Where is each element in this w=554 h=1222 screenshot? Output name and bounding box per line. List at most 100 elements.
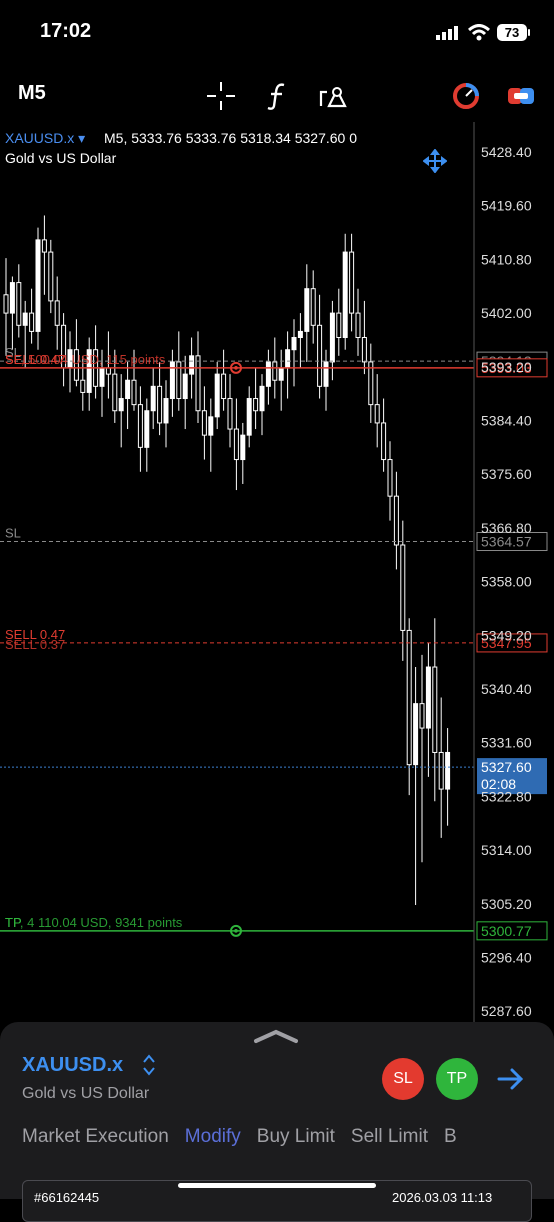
- axis-tag-sell-open: [476, 633, 548, 653]
- tab-modify[interactable]: Modify: [184, 1126, 241, 1147]
- candle-body: [41, 239, 47, 253]
- crosshair-icon[interactable]: [205, 80, 237, 112]
- battery-tip: [528, 29, 530, 36]
- price-axis-label: 5305.20: [481, 896, 532, 912]
- candle-body: [35, 239, 41, 332]
- candle-body: [272, 361, 278, 381]
- candle-body: [201, 410, 207, 436]
- price-axis-label: 5287.60: [481, 1003, 532, 1019]
- candle-body: [195, 355, 201, 412]
- price-axis-label: 5349.20: [481, 627, 532, 643]
- candle-body: [137, 404, 143, 448]
- candle-body: [438, 751, 444, 790]
- move-icon[interactable]: [423, 149, 447, 173]
- price-axis-label: 5393.20: [481, 359, 532, 375]
- objects-icon[interactable]: [317, 80, 349, 112]
- candle-body: [291, 337, 297, 351]
- chart-symbol[interactable]: XAUUSD.x ▾: [5, 130, 85, 147]
- ticket-time: 2026.03.03 11:13: [392, 1190, 493, 1205]
- price-axis-label: 5375.60: [481, 466, 532, 482]
- level-overlay-sell-sl: SL, 500.04 USD, 115 points: [5, 352, 166, 367]
- candle-body: [125, 379, 131, 400]
- level-overlay-tp: TP, 4 110.04 USD, 9341 points: [5, 915, 183, 930]
- candle-body: [381, 422, 387, 461]
- candle-body: [73, 349, 79, 381]
- tab-buy-limit[interactable]: Buy Limit: [256, 1126, 335, 1147]
- candle-body: [349, 251, 355, 314]
- candle-body: [214, 373, 220, 418]
- candles-group: [3, 215, 451, 906]
- timeframe-button[interactable]: M5: [18, 82, 46, 104]
- candle-body: [240, 434, 246, 461]
- candle-body: [169, 361, 175, 400]
- price-axis-label: 5331.60: [481, 735, 532, 751]
- candle-body: [400, 544, 406, 631]
- axis-tag-text-sell-open: 5347.95: [481, 635, 532, 651]
- bar-countdown-text: 02:08: [481, 776, 516, 792]
- candle-body: [227, 398, 233, 430]
- tab-buy-stop[interactable]: B: [443, 1126, 457, 1147]
- candle-body: [105, 367, 111, 375]
- candle-body: [329, 312, 335, 363]
- candle-body: [189, 355, 195, 375]
- candle-body: [48, 251, 54, 302]
- candle-body: [355, 312, 361, 339]
- sheet-symbol[interactable]: XAUUSD.x: [22, 1054, 123, 1077]
- candle-body: [432, 666, 438, 753]
- candle-body: [22, 312, 28, 326]
- tp-button[interactable]: TP: [436, 1058, 478, 1100]
- candle-body: [233, 428, 239, 461]
- candle-body: [368, 361, 374, 406]
- sl-button[interactable]: SL: [382, 1058, 424, 1100]
- level-label-sl-mid: SL: [5, 526, 21, 541]
- candle-body: [278, 367, 284, 381]
- axis-tag-text-tp: 5300.77: [481, 923, 532, 939]
- one-click-trading-icon[interactable]: [505, 80, 537, 112]
- candle-body: [144, 410, 150, 448]
- candle-body: [221, 373, 227, 400]
- candle-body: [131, 379, 137, 406]
- candle-body: [182, 373, 188, 400]
- candle-body: [387, 459, 393, 497]
- candle-body: [99, 367, 105, 387]
- candle-body: [259, 385, 265, 412]
- level-label-sell-open: SELL 0.47: [5, 627, 65, 642]
- candle-body: [3, 294, 9, 314]
- price-axis-label: 5366.80: [481, 520, 532, 536]
- price-axis-label: 5419.60: [481, 198, 532, 214]
- chevron-down-icon: ▾: [78, 130, 86, 146]
- status-time: 17:02: [40, 20, 92, 42]
- signal-icon: [436, 26, 458, 40]
- tab-market-execution[interactable]: Market Execution: [22, 1126, 169, 1147]
- candle-body: [253, 398, 259, 412]
- candle-body: [246, 398, 252, 436]
- level-handle-sell-sl: [230, 361, 242, 374]
- chart-description: Gold vs US Dollar: [5, 150, 117, 166]
- price-axis-label: 5322.80: [481, 788, 532, 804]
- axis-tag-text-sl-mid: 5364.57: [481, 534, 532, 550]
- candle-body: [317, 324, 323, 387]
- candle-body: [80, 379, 86, 393]
- order-sheet: [0, 1022, 554, 1199]
- arrow-right-icon[interactable]: [496, 1064, 526, 1094]
- price-axis-label: 5340.40: [481, 681, 532, 697]
- candle-body: [361, 337, 367, 363]
- candle-body: [118, 398, 124, 412]
- chart-symbol-text: XAUUSD.x: [5, 130, 75, 146]
- candle-body: [163, 398, 169, 424]
- candle-body: [310, 288, 316, 326]
- chevron-updown-icon[interactable]: [141, 1053, 157, 1077]
- function-icon[interactable]: [262, 80, 294, 112]
- candle-body: [16, 282, 22, 326]
- price-axis-label: 5314.00: [481, 842, 532, 858]
- sheet-handle-chevron-up-icon[interactable]: [252, 1028, 300, 1044]
- candle-body: [54, 300, 60, 326]
- candle-body: [342, 251, 348, 339]
- candle-body: [265, 361, 271, 387]
- tab-sell-limit[interactable]: Sell Limit: [350, 1126, 428, 1147]
- candle-body: [208, 416, 214, 436]
- trade-icon[interactable]: [450, 80, 482, 112]
- level-label-tp: TP: [5, 915, 22, 930]
